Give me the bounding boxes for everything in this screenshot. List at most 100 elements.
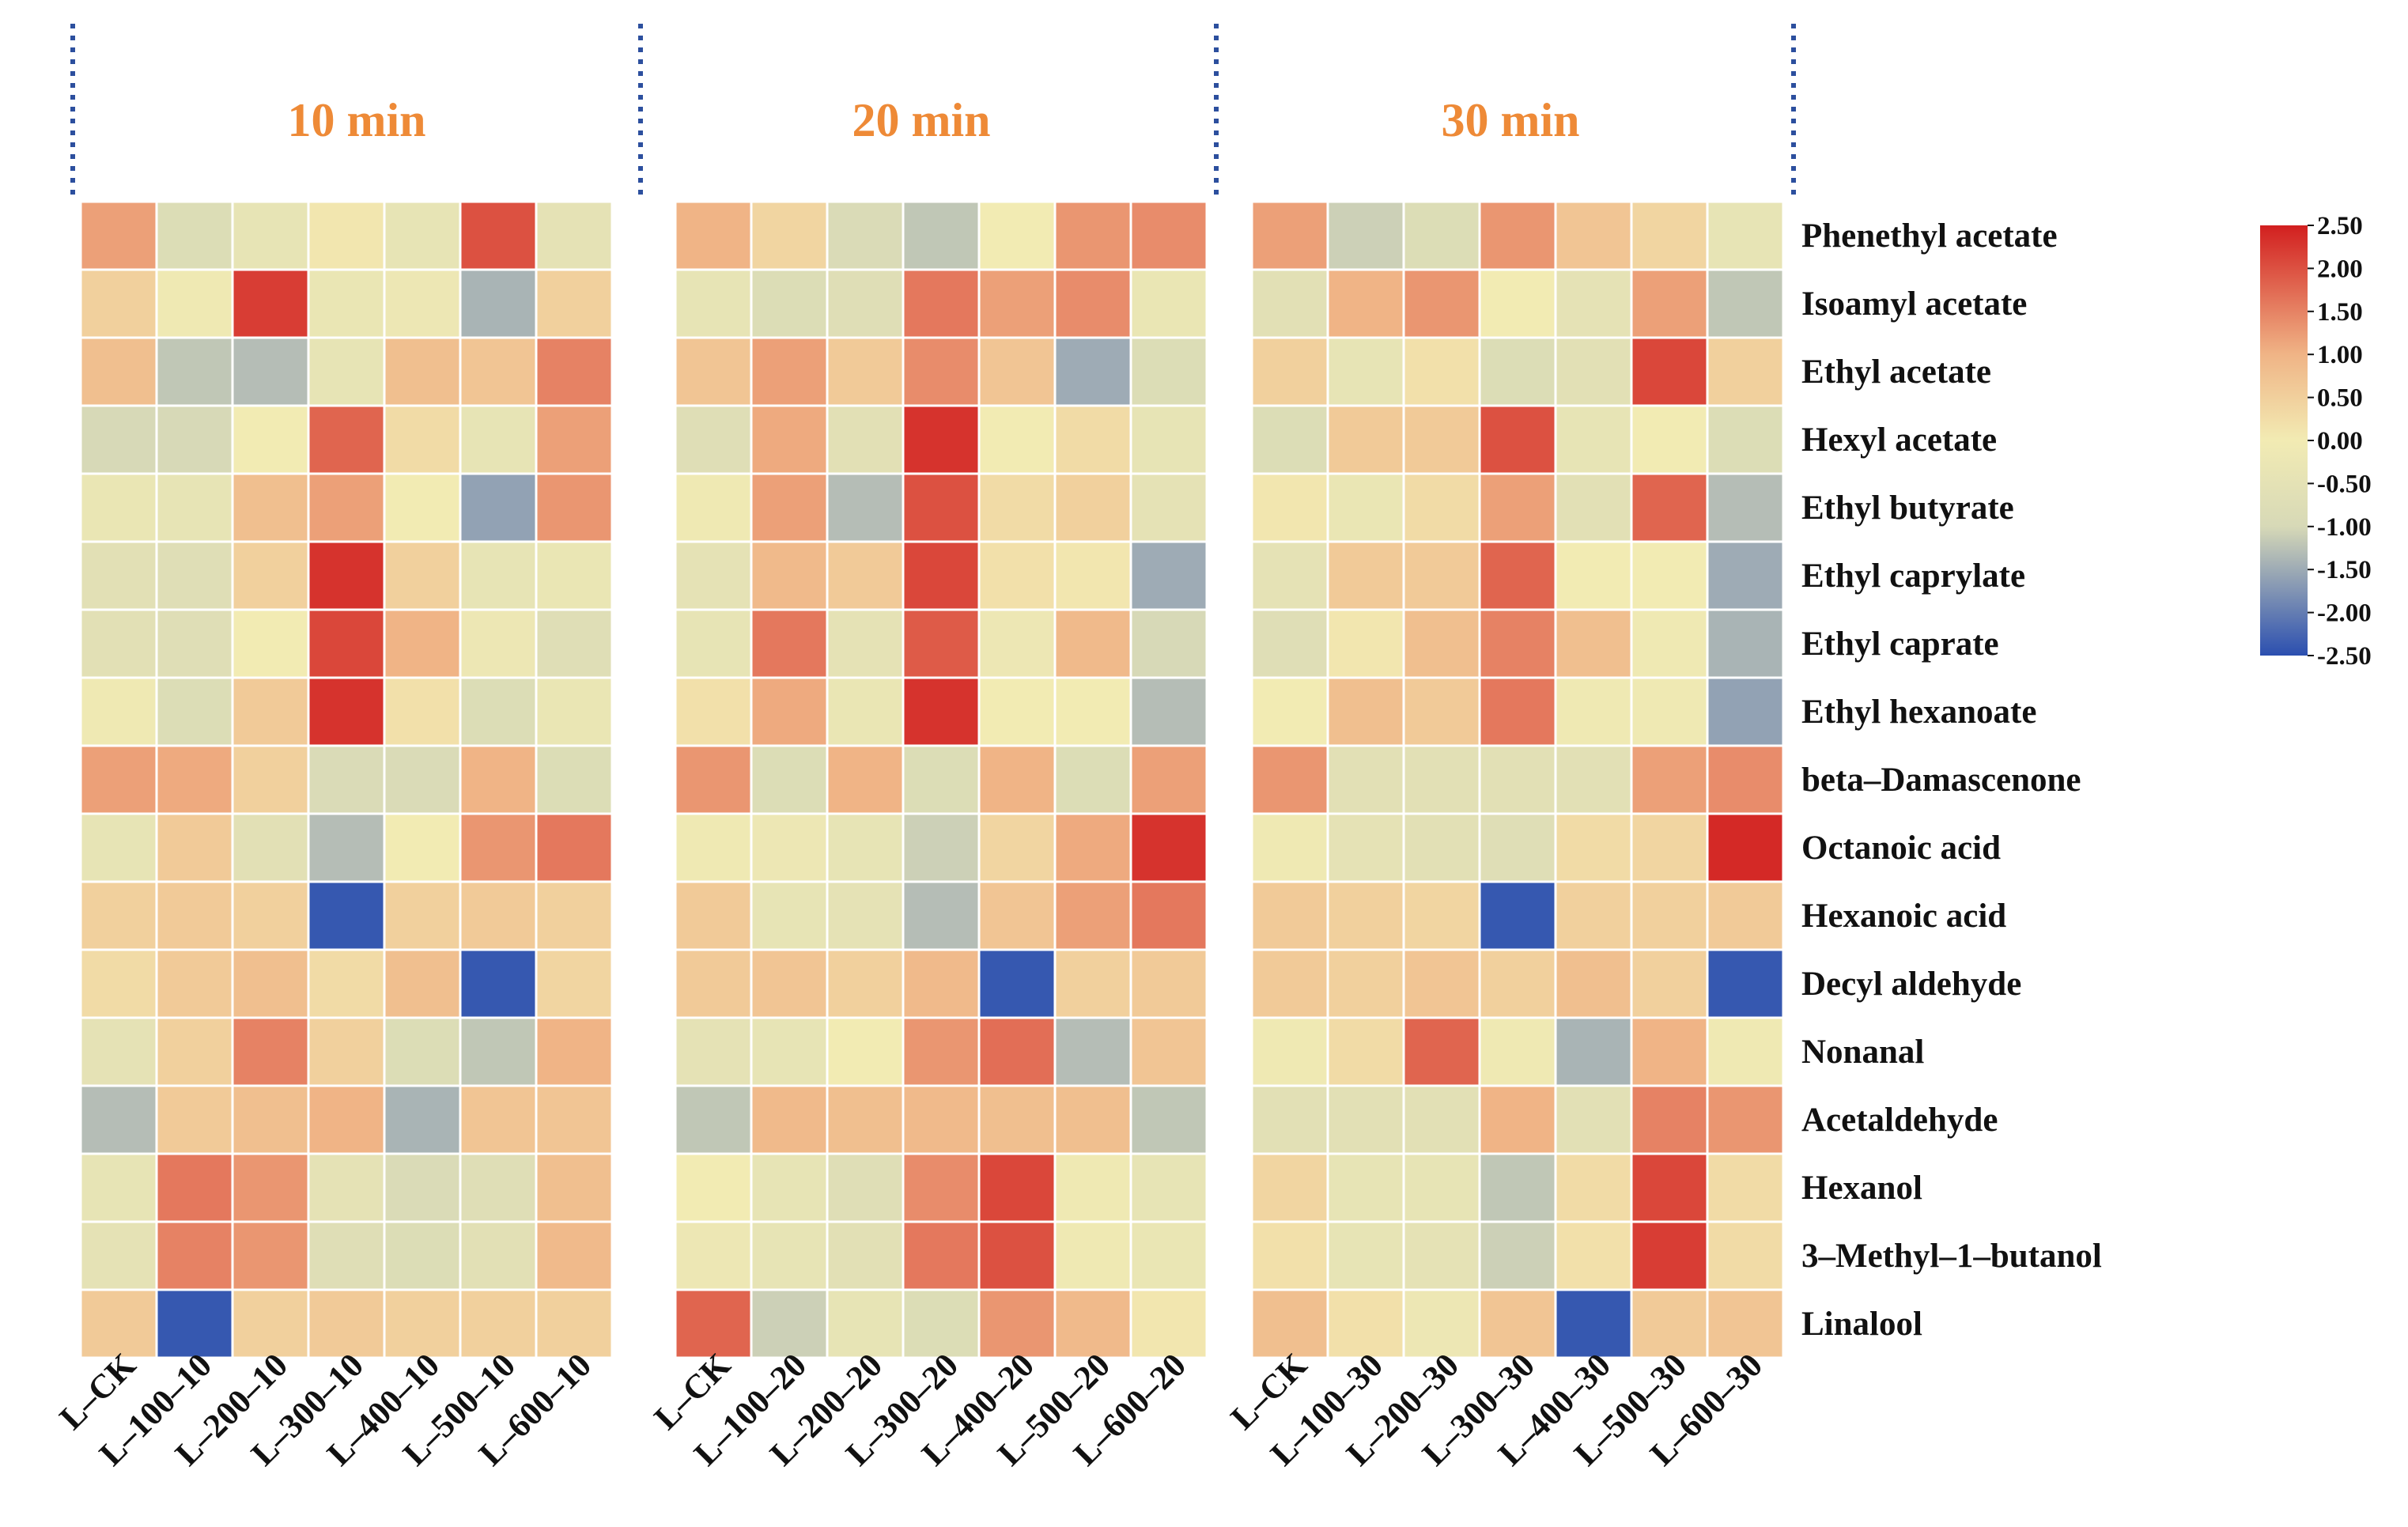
heatmap-cell xyxy=(1706,200,1785,271)
heatmap-cell xyxy=(1478,1084,1557,1155)
heatmap-cell xyxy=(79,744,158,815)
heatmap-cell xyxy=(977,540,1057,611)
heatmap-cell xyxy=(1554,1220,1633,1291)
heatmap-cell xyxy=(155,336,234,407)
heatmap-cell xyxy=(231,1084,310,1155)
row-label: Ethyl butyrate xyxy=(1801,489,2014,527)
heatmap-cell xyxy=(826,404,905,475)
heatmap-cell xyxy=(155,880,234,951)
heatmap-cell xyxy=(902,268,981,339)
heatmap-cell xyxy=(750,676,829,747)
heatmap-cell xyxy=(1402,200,1481,271)
heatmap-cell xyxy=(231,608,310,679)
heatmap-cell xyxy=(383,1084,462,1155)
heatmap-cell xyxy=(535,948,614,1019)
heatmap-cell xyxy=(1630,1220,1709,1291)
heatmap-cell xyxy=(155,540,234,611)
heatmap-cell xyxy=(307,608,386,679)
heatmap-cell xyxy=(459,812,538,883)
heatmap-cell xyxy=(231,812,310,883)
colorbar-tick-label: -1.00 xyxy=(2317,513,2372,542)
heatmap-cell xyxy=(674,200,753,271)
heatmap-cell xyxy=(1706,676,1785,747)
heatmap-cell xyxy=(79,1152,158,1223)
heatmap-cell xyxy=(1326,676,1405,747)
heatmap-cell xyxy=(674,948,753,1019)
heatmap-cell xyxy=(535,676,614,747)
heatmap-cell xyxy=(383,948,462,1019)
heatmap-cell xyxy=(155,1152,234,1223)
heatmap-cell xyxy=(1402,404,1481,475)
heatmap-cell xyxy=(231,472,310,543)
heatmap-cell xyxy=(902,608,981,679)
heatmap-cell xyxy=(1250,472,1329,543)
heatmap-cell xyxy=(750,336,829,407)
heatmap-cell xyxy=(826,472,905,543)
heatmap-cell xyxy=(1326,1016,1405,1087)
heatmap-cell xyxy=(231,1152,310,1223)
heatmap-cell xyxy=(1478,1220,1557,1291)
heatmap-cell xyxy=(535,744,614,815)
panel-separators xyxy=(70,24,1796,198)
heatmap-cell xyxy=(459,608,538,679)
colorbar-tick-label: -0.50 xyxy=(2317,470,2372,498)
heatmap-cell xyxy=(977,200,1057,271)
heatmap-cell xyxy=(535,1288,614,1359)
heatmap-panel xyxy=(1250,200,1785,1359)
heatmap-cell xyxy=(1706,948,1785,1019)
heatmap-cell xyxy=(1630,472,1709,543)
panel-title-20-min: 20 min xyxy=(852,94,990,146)
heatmap-cell xyxy=(1402,1152,1481,1223)
heatmap-cell xyxy=(1630,336,1709,407)
colorbar-tick-label: -2.50 xyxy=(2317,642,2372,671)
heatmap-cell xyxy=(750,200,829,271)
heatmap-cell xyxy=(1630,608,1709,679)
heatmap-cell xyxy=(674,676,753,747)
heatmap-cell xyxy=(1129,880,1208,951)
row-label: Isoamyl acetate xyxy=(1801,285,2027,323)
heatmap-cell xyxy=(1250,404,1329,475)
heatmap-cell xyxy=(307,540,386,611)
heatmap-cell xyxy=(1326,268,1405,339)
heatmap-cell xyxy=(1630,1084,1709,1155)
heatmap-cell xyxy=(79,472,158,543)
heatmap-cell xyxy=(902,404,981,475)
heatmap-cell xyxy=(1053,336,1132,407)
row-label: beta–Damascenone xyxy=(1801,762,2081,799)
heatmap-cell xyxy=(1554,880,1633,951)
heatmap-cell xyxy=(750,1220,829,1291)
heatmap-cell xyxy=(459,880,538,951)
heatmap-cell xyxy=(79,608,158,679)
heatmap-cell xyxy=(977,676,1057,747)
heatmap-cell xyxy=(750,948,829,1019)
heatmap-cell xyxy=(1554,1084,1633,1155)
heatmap-cell xyxy=(1402,948,1481,1019)
heatmap-cell xyxy=(383,472,462,543)
heatmap-cell xyxy=(1326,1084,1405,1155)
heatmap-cell xyxy=(383,404,462,475)
heatmap-cell xyxy=(902,540,981,611)
heatmap-cell xyxy=(1630,404,1709,475)
heatmap-cell xyxy=(1053,200,1132,271)
heatmap-cell xyxy=(902,676,981,747)
heatmap-cell xyxy=(79,1016,158,1087)
heatmap-cell xyxy=(1053,812,1132,883)
heatmap-cell xyxy=(79,1084,158,1155)
heatmap-cell xyxy=(79,1288,158,1359)
heatmap-cell xyxy=(1554,948,1633,1019)
heatmap-cell xyxy=(750,744,829,815)
heatmap-cell xyxy=(79,812,158,883)
heatmap-cell xyxy=(1478,812,1557,883)
heatmap-cell xyxy=(79,948,158,1019)
heatmap-panels xyxy=(79,200,1785,1359)
heatmap-cell xyxy=(826,268,905,339)
heatmap-cell xyxy=(674,404,753,475)
heatmap-cell xyxy=(1630,812,1709,883)
heatmap-cell xyxy=(826,744,905,815)
row-label: Ethyl hexanoate xyxy=(1801,694,2036,731)
heatmap-cell xyxy=(1250,812,1329,883)
heatmap-cell xyxy=(1402,676,1481,747)
heatmap-cell xyxy=(1326,1152,1405,1223)
